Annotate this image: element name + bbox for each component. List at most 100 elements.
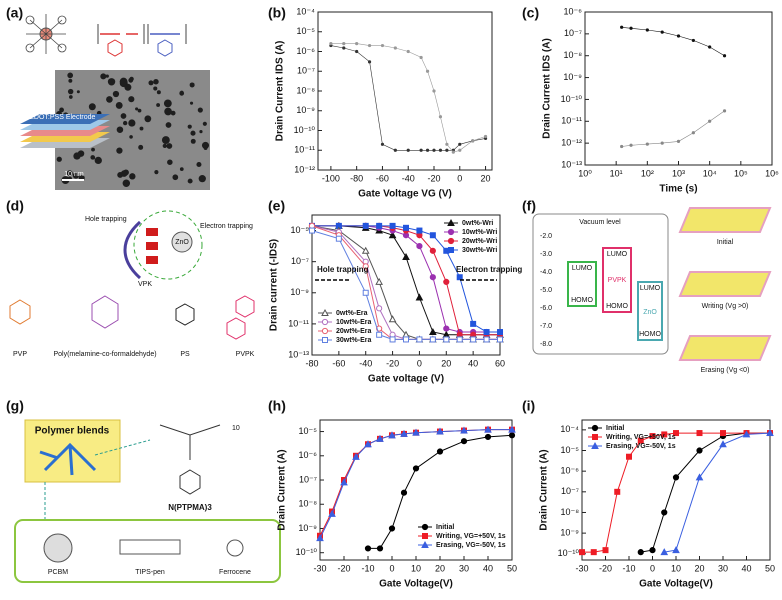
x-tick-label: 10 [671, 563, 681, 573]
marker [591, 441, 599, 449]
state-label: Initial [717, 239, 734, 246]
marker [483, 329, 490, 336]
state-label: Erasing (Vg <0) [701, 367, 750, 374]
marker [328, 509, 336, 517]
state-label: Writing (Vg >0) [702, 303, 749, 310]
y-tick-label: 10⁻¹¹ [288, 318, 309, 328]
marker [421, 523, 429, 531]
molecule [91, 295, 119, 329]
marker [355, 49, 359, 54]
y-tick-label: 10⁻⁸ [560, 507, 579, 517]
particle [170, 110, 176, 116]
marker [362, 263, 369, 270]
orbital-label: LUMO [572, 265, 593, 272]
marker [380, 43, 385, 48]
y-tick-label: 10⁻⁷ [299, 474, 317, 484]
marker [447, 228, 455, 236]
marker [661, 509, 668, 516]
marker [400, 489, 408, 496]
marker [342, 42, 346, 46]
vpk-label: VPK [138, 281, 152, 288]
particle [187, 124, 192, 129]
particle [91, 147, 95, 152]
marker [691, 38, 695, 43]
marker [445, 148, 449, 152]
plot-frame [311, 214, 501, 356]
box-label: PVPK [608, 277, 627, 284]
molecule [226, 295, 255, 340]
marker [422, 533, 428, 539]
marker [429, 327, 437, 336]
particle [128, 96, 135, 103]
particle [148, 80, 154, 86]
marker [637, 437, 644, 444]
marker [447, 218, 455, 226]
marker [620, 144, 624, 149]
particle [163, 99, 172, 108]
orbital-label: HOMO [639, 331, 661, 338]
marker [592, 434, 598, 440]
ferrocene-icon [226, 539, 244, 557]
y-axis-label: Drain current (-IDS) [269, 239, 280, 331]
marker [447, 237, 455, 245]
particle [117, 172, 124, 178]
level-box [567, 261, 597, 307]
legend-label: Initial [436, 524, 454, 531]
marker [429, 274, 436, 281]
series-line [621, 110, 725, 147]
marker [436, 448, 444, 455]
x-tick-label: -10 [361, 563, 374, 573]
annotation: Electron trapping [200, 223, 253, 230]
marker [342, 46, 346, 50]
y-tick-label: 10⁻⁷ [291, 256, 309, 266]
plot-frame [317, 11, 493, 171]
particle [135, 107, 139, 111]
legend-label: Erasing, VG=-50V, 1s [606, 443, 676, 450]
marker [483, 134, 488, 139]
marker [402, 252, 410, 260]
molecule-structure [25, 14, 187, 57]
marker [376, 331, 383, 338]
particle [139, 126, 144, 131]
marker [438, 148, 443, 152]
x-tick-label: 30 [718, 563, 728, 573]
marker [406, 148, 410, 152]
x-tick-label: 40 [468, 358, 478, 368]
marker [389, 336, 396, 343]
x-tick-label: 20 [694, 563, 704, 573]
polymer-chain [123, 220, 142, 280]
particle [76, 90, 80, 94]
x-tick-label: -20 [337, 563, 350, 573]
marker [497, 336, 503, 343]
energy-tick-label: -4.0 [540, 269, 552, 276]
x-tick-label: -40 [402, 173, 415, 183]
marker [508, 432, 516, 439]
marker [579, 549, 585, 556]
marker [742, 430, 751, 438]
marker [316, 534, 324, 542]
particle [179, 90, 185, 96]
marker [352, 452, 360, 460]
legend-label: 20wt%-Era [336, 328, 372, 335]
x-tick-label: 0 [650, 563, 655, 573]
particle [107, 78, 116, 86]
marker [432, 89, 436, 93]
marker [364, 545, 372, 552]
y-tick-label: 10⁻⁵ [291, 225, 310, 235]
particle [129, 135, 133, 139]
orbital-label: LUMO [640, 285, 661, 292]
series-line [664, 432, 771, 553]
energy-tick-label: -2.0 [540, 233, 552, 240]
particle [68, 95, 73, 99]
marker [708, 119, 712, 123]
marker [445, 142, 449, 146]
particle [144, 115, 152, 123]
particle [119, 77, 128, 86]
particle [73, 152, 81, 160]
x-tick-label: 0 [417, 358, 422, 368]
x-tick-label: 10² [641, 168, 654, 178]
series-line [330, 45, 486, 151]
marker [403, 336, 409, 343]
x-tick-label: -30 [575, 563, 588, 573]
